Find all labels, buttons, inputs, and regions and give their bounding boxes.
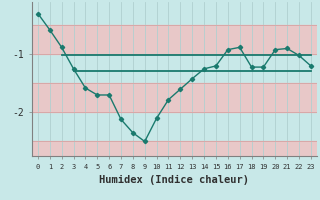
Bar bbox=[32, 25, 317, 54]
X-axis label: Humidex (Indice chaleur): Humidex (Indice chaleur) bbox=[100, 175, 249, 185]
Bar bbox=[32, 141, 317, 171]
Bar bbox=[32, 83, 317, 112]
